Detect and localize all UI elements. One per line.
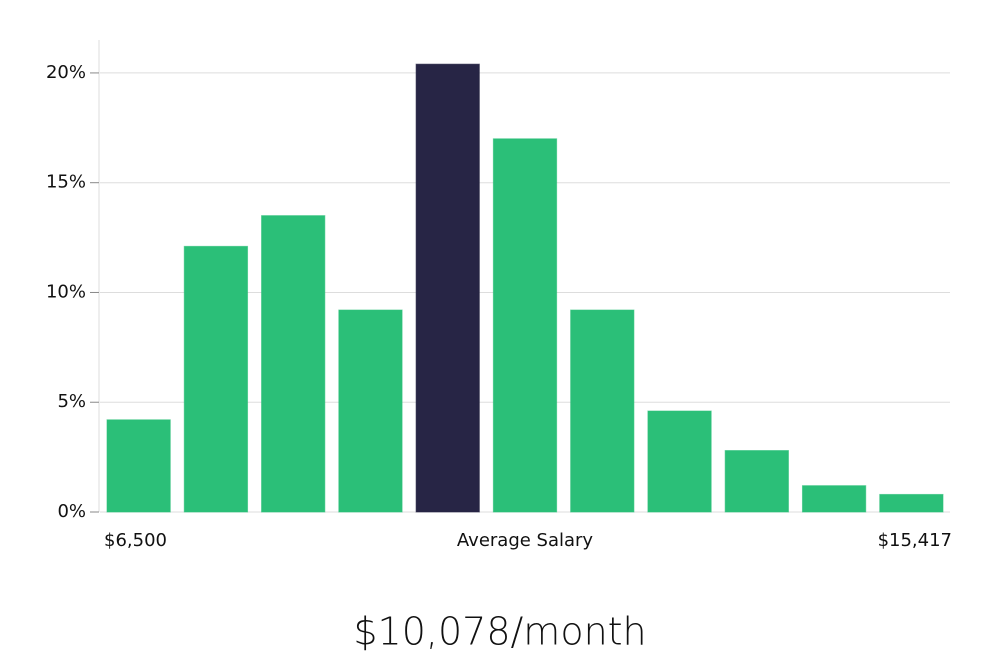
bar: [801, 485, 867, 513]
bar: [724, 450, 789, 513]
bar: [879, 493, 944, 513]
y-tick-label: 10%: [46, 281, 86, 302]
bar: [261, 215, 326, 513]
bar: [338, 309, 403, 513]
bar: [415, 63, 480, 513]
x-center-label: Average Salary: [457, 530, 594, 551]
bar: [183, 245, 249, 513]
y-tick-label: 0%: [57, 501, 86, 522]
bar: [647, 410, 712, 513]
bar: [492, 138, 558, 513]
x-max-label: $15,417: [878, 530, 952, 551]
x-min-label: $6,500: [104, 530, 167, 551]
y-tick-label: 5%: [57, 391, 86, 412]
caption: $10,078/month: [353, 610, 646, 654]
y-tick-label: 20%: [46, 62, 86, 83]
bar: [106, 419, 171, 513]
y-tick-label: 15%: [46, 172, 86, 193]
bar: [570, 309, 635, 513]
